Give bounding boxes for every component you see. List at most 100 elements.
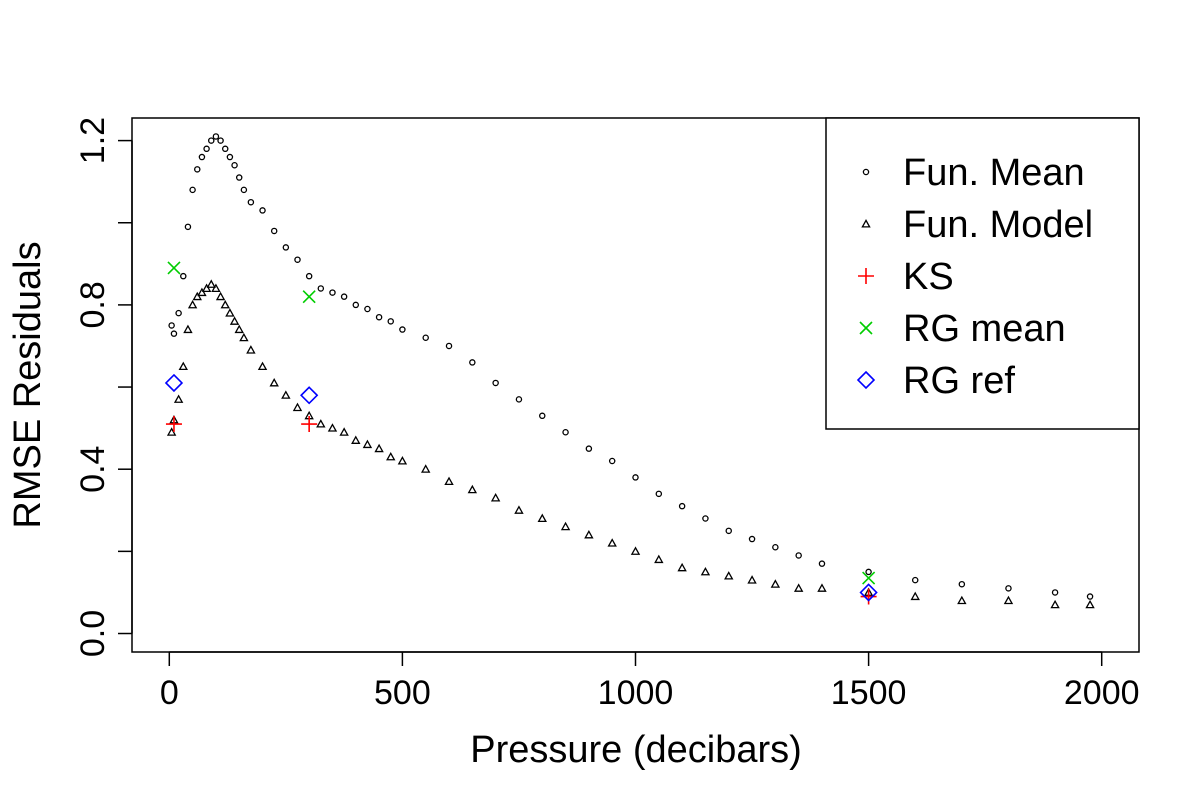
data-point	[220, 299, 230, 309]
series-rg-ref	[164, 373, 878, 602]
data-point	[957, 595, 967, 605]
data-point	[234, 324, 244, 334]
data-point	[170, 330, 178, 337]
data-point	[329, 289, 336, 296]
data-point	[467, 484, 478, 494]
y-tick-label: 0.0	[74, 610, 112, 657]
data-point	[387, 318, 394, 325]
data-point	[183, 324, 193, 334]
data-point	[1051, 589, 1059, 596]
data-point	[164, 373, 184, 393]
data-point	[1005, 585, 1012, 592]
data-point	[1050, 599, 1060, 609]
data-point	[317, 285, 325, 292]
x-axis-title: Pressure (decibars)	[470, 729, 802, 771]
data-point	[235, 174, 243, 181]
data-point	[316, 419, 326, 428]
data-point	[492, 379, 499, 387]
data-point	[958, 580, 966, 588]
data-point	[327, 423, 338, 432]
legend-box	[825, 117, 1140, 430]
legend-item: Fun. Model	[861, 204, 1093, 246]
data-point	[300, 386, 319, 405]
y-tick-label: 1.2	[74, 117, 112, 164]
data-point	[817, 583, 827, 592]
x-tick-label: 0	[160, 674, 179, 712]
data-point	[189, 186, 196, 194]
data-point	[208, 137, 215, 144]
data-point	[654, 554, 664, 564]
data-point	[677, 562, 687, 572]
data-point	[294, 256, 301, 263]
data-point	[399, 326, 406, 333]
data-point	[201, 283, 212, 292]
data-point	[655, 490, 663, 498]
data-point	[700, 566, 711, 576]
data-point	[724, 571, 734, 580]
data-point	[772, 544, 779, 551]
legend-item: Fun. Mean	[862, 152, 1085, 194]
data-points	[164, 133, 1095, 609]
data-point	[862, 571, 876, 585]
data-point	[178, 361, 188, 371]
legend-item: RG mean	[859, 308, 1066, 350]
data-point	[397, 456, 408, 465]
data-point	[911, 576, 919, 584]
data-point	[608, 457, 616, 465]
data-point	[607, 538, 617, 547]
data-point	[444, 476, 454, 486]
data-point	[421, 464, 431, 473]
data-point	[194, 166, 201, 173]
data-point	[1003, 595, 1014, 605]
legend-label: Fun. Model	[903, 204, 1093, 246]
data-point	[514, 505, 524, 514]
data-point	[860, 588, 877, 605]
data-point	[226, 153, 234, 161]
legend-marker	[862, 168, 870, 176]
legend-item: RG ref	[856, 360, 1015, 402]
y-tick-label: 0.8	[74, 281, 112, 328]
data-point	[818, 560, 826, 567]
y-axis-title: RMSE Residuals	[7, 241, 49, 528]
data-point	[217, 137, 224, 144]
y-tick-label: 0.4	[74, 446, 112, 493]
data-point	[231, 161, 238, 169]
data-point	[239, 332, 249, 342]
y-axis: 0.0 0.4 0.8 1.2	[74, 117, 133, 657]
data-point	[1086, 593, 1094, 600]
series-ks	[165, 416, 877, 605]
data-point	[165, 416, 182, 433]
data-point	[630, 546, 641, 555]
data-point	[362, 439, 373, 449]
legend-marker	[856, 370, 876, 390]
data-point	[192, 291, 202, 301]
data-point	[215, 291, 226, 301]
data-point	[180, 272, 187, 280]
x-tick-label: 500	[374, 674, 431, 712]
data-point	[197, 287, 207, 297]
data-point	[748, 535, 756, 543]
data-point	[725, 527, 732, 535]
data-point	[282, 244, 290, 251]
data-point	[339, 427, 349, 436]
data-point	[632, 474, 639, 481]
data-point	[490, 493, 501, 502]
data-point	[229, 316, 240, 325]
data-point	[374, 443, 384, 453]
data-point	[422, 334, 429, 342]
data-point	[386, 451, 396, 461]
data-point	[747, 575, 757, 584]
data-point	[305, 272, 313, 280]
data-point	[240, 186, 248, 194]
data-point	[793, 583, 804, 592]
data-point	[221, 145, 229, 153]
data-point	[246, 345, 256, 354]
data-point	[584, 529, 594, 539]
series-fun-mean	[168, 133, 1094, 600]
data-point	[1085, 599, 1095, 609]
legend-label: RG mean	[903, 308, 1066, 350]
data-point	[206, 279, 216, 288]
data-point	[225, 308, 235, 317]
data-point	[281, 390, 291, 399]
